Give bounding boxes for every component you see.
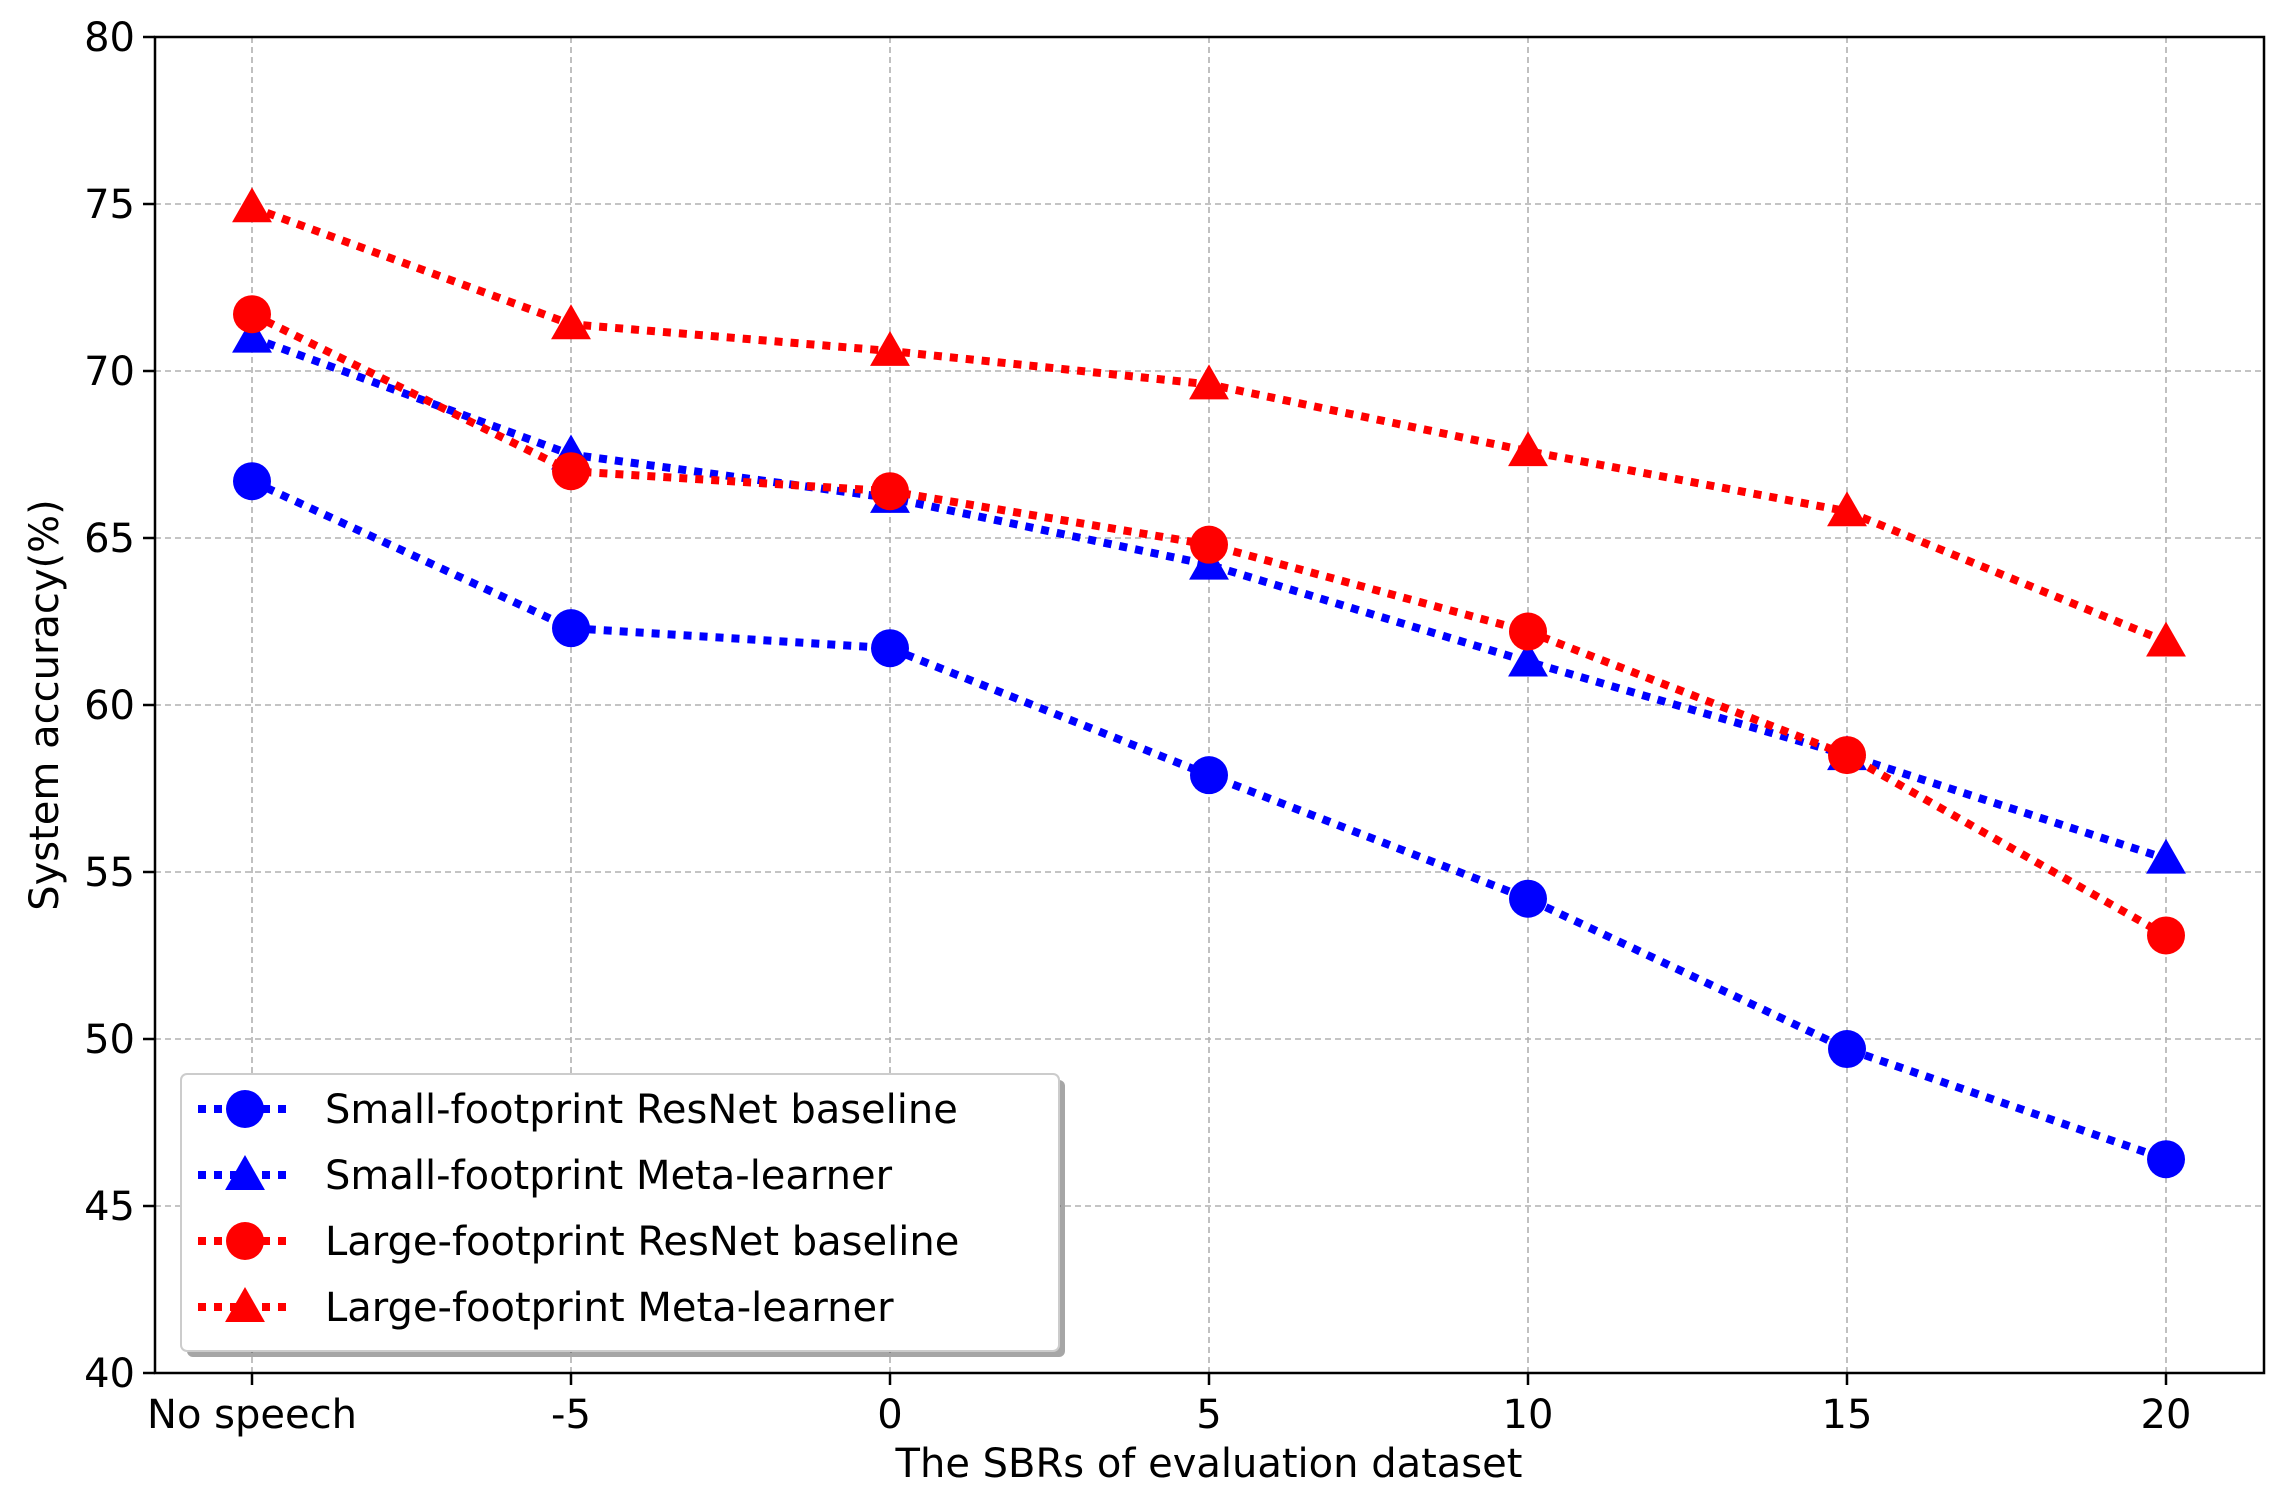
data-point <box>1190 756 1228 795</box>
data-point <box>552 452 590 491</box>
legend-label: Large-footprint ResNet baseline <box>325 1219 959 1265</box>
data-point <box>871 472 909 511</box>
y-axis-title: System accuracy(%) <box>22 499 68 911</box>
x-tick-label: 0 <box>877 1392 902 1438</box>
y-axis-ticks: 40 45 50 55 60 65 70 75 80 <box>84 15 155 1397</box>
y-tick-label: 75 <box>84 182 135 228</box>
x-tick-label: 5 <box>1196 1392 1221 1438</box>
x-tick-label: No speech <box>147 1392 357 1438</box>
x-axis-ticks: No speech -5 0 5 10 15 20 <box>147 1373 2191 1438</box>
data-point <box>1827 491 1867 527</box>
x-tick-label: -5 <box>551 1392 591 1438</box>
x-tick-label: 15 <box>1822 1392 1873 1438</box>
y-tick-label: 50 <box>84 1017 135 1063</box>
y-tick-label: 60 <box>84 683 135 729</box>
legend-marker <box>225 1155 265 1190</box>
x-tick-label: 20 <box>2141 1392 2192 1438</box>
legend: Small-footprint ResNet baseline Small-foo… <box>180 1073 1065 1357</box>
y-tick-label: 55 <box>84 850 135 896</box>
data-point <box>1828 1030 1866 1069</box>
y-tick-label: 65 <box>84 516 135 562</box>
y-tick-label: 45 <box>84 1184 135 1230</box>
legend-label: Small-footprint Meta-learner <box>325 1153 893 1199</box>
legend-marker <box>226 1222 264 1260</box>
series-3 <box>233 295 2185 955</box>
legend-marker <box>226 1090 264 1128</box>
data-point <box>2147 1140 2185 1179</box>
data-point <box>1508 641 1548 677</box>
data-point <box>870 331 910 366</box>
data-point <box>1189 364 1229 400</box>
data-point <box>2147 916 2185 955</box>
data-point <box>1508 431 1548 467</box>
series-group <box>232 187 2186 1179</box>
data-point <box>233 462 271 501</box>
y-tick-label: 70 <box>84 349 135 395</box>
data-point <box>1509 612 1547 651</box>
data-point <box>551 304 591 340</box>
y-tick-label: 80 <box>84 15 135 61</box>
series-1 <box>233 462 2185 1179</box>
data-point <box>1828 736 1866 775</box>
x-tick-label: 10 <box>1503 1392 1554 1438</box>
data-point <box>2146 838 2186 874</box>
data-point <box>1509 879 1547 918</box>
legend-box <box>180 1073 1060 1352</box>
legend-label: Large-footprint Meta-learner <box>325 1285 894 1331</box>
data-point <box>1190 525 1228 564</box>
y-tick-label: 40 <box>84 1351 135 1397</box>
legend-label: Small-footprint ResNet baseline <box>325 1087 958 1133</box>
data-point <box>232 317 272 353</box>
legend-marker <box>225 1287 265 1322</box>
data-point <box>232 187 272 223</box>
data-point <box>233 295 271 334</box>
data-point <box>871 629 909 668</box>
series-4 <box>232 187 2186 657</box>
data-point <box>2146 621 2186 657</box>
data-point <box>552 609 590 648</box>
x-axis-title: The SBRs of evaluation dataset <box>895 1441 1523 1487</box>
